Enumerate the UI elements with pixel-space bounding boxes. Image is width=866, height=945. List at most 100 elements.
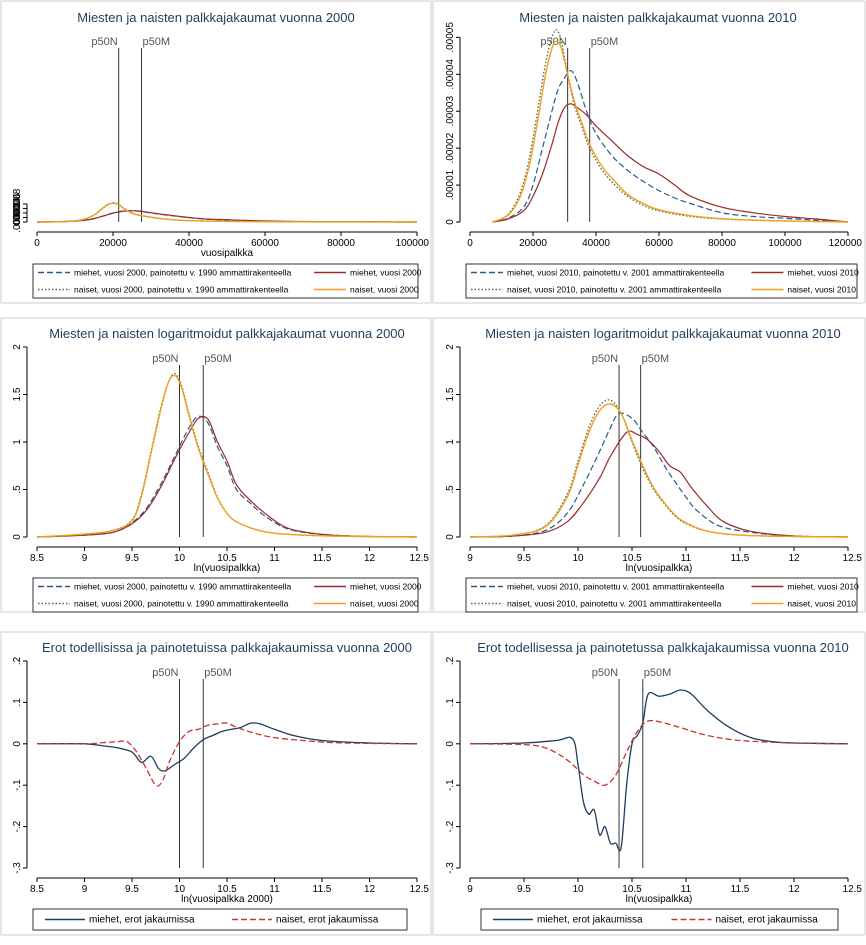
x-tick-label: 12 [364, 553, 376, 564]
x-tick-label: 60000 [645, 238, 673, 249]
legend-box [465, 263, 858, 299]
x-tick-label: 11 [681, 884, 692, 895]
legend-box [32, 908, 408, 931]
legend-label: miehet, vuosi 2010, painotettu v. 2001 a… [507, 582, 724, 592]
x-tick-label: 11 [681, 553, 692, 564]
legend-label: naiset, vuosi 2000, painotettu v. 1990 a… [74, 285, 289, 295]
x-tick-label: 9 [82, 884, 88, 895]
x-tick-label: 10 [174, 553, 186, 564]
median-label-p50N: p50N [592, 667, 618, 679]
panel-frame [432, 0, 866, 304]
chart-panel-1: Miesten ja naisten palkkajakaumat vuonna… [0, 0, 432, 304]
x-tick-label: 11.5 [313, 553, 332, 564]
y-tick-label: .00004 [12, 197, 23, 228]
median-label-p50N: p50N [91, 36, 117, 48]
x-tick-label: 9 [467, 553, 473, 564]
x-tick-label: 11.5 [731, 553, 750, 564]
y-tick-label: 1.5 [445, 387, 456, 401]
y-tick-label: 1 [12, 439, 23, 445]
panel-frame [0, 317, 432, 613]
x-tick-label: 12.5 [410, 884, 430, 895]
y-tick-label: 0 [12, 534, 23, 540]
x-axis-label: ln(vuosipalkka) [626, 894, 693, 905]
legend-label: miehet, vuosi 2000, painotettu v. 1990 a… [74, 582, 291, 592]
x-tick-label: 10.5 [622, 553, 642, 564]
legend-label: naiset, erot jakaumissa [716, 915, 819, 926]
median-label-p50N: p50N [592, 353, 618, 365]
legend-label: miehet, vuosi 2010 [787, 582, 859, 592]
y-tick-label: .1 [445, 698, 456, 707]
panel-frame [0, 0, 432, 304]
legend-label: miehet, vuosi 2010 [787, 268, 859, 278]
x-tick-label: 10.5 [622, 884, 642, 895]
legend-label: naiset, vuosi 2000 [350, 599, 419, 609]
x-tick-label: 120000 [829, 238, 863, 249]
x-tick-label: 9.5 [125, 884, 139, 895]
y-tick-label: 0 [445, 219, 456, 225]
chart-title: Miesten ja naisten palkkajakaumat vuonna… [519, 10, 797, 25]
legend-label: naiset, vuosi 2000 [350, 285, 419, 295]
x-tick-label: 9 [82, 553, 88, 564]
panel-frame [0, 631, 432, 936]
chart-title: Miesten ja naisten logaritmoidut palkkaj… [485, 326, 841, 341]
legend-label: naiset, erot jakaumissa [276, 915, 379, 926]
legend-label: miehet, erot jakaumissa [537, 915, 643, 926]
x-tick-label: 20000 [519, 238, 547, 249]
y-tick-label: -.1 [445, 779, 456, 791]
legend-label: miehet, vuosi 2000 [350, 268, 422, 278]
x-tick-label: 10.5 [217, 553, 237, 564]
y-tick-label: .00002 [12, 202, 23, 233]
y-tick-label: .00003 [445, 96, 456, 127]
y-tick-label: 0 [12, 741, 23, 747]
panel-frame [432, 317, 866, 613]
series-line-1 [491, 69, 849, 223]
y-tick-label: .00006 [12, 193, 23, 224]
y-tick-label: 2 [12, 344, 23, 350]
median-label-p50N: p50N [152, 353, 178, 365]
x-tick-label: 10.5 [217, 884, 237, 895]
x-tick-label: 100000 [768, 238, 802, 249]
x-tick-label: 11.5 [313, 884, 332, 895]
y-tick-label: -.1 [12, 779, 23, 791]
y-tick-label: .00008 [12, 188, 23, 219]
x-tick-label: 10 [572, 884, 584, 895]
legend: miehet, erot jakaumissa naiset, erot jaka… [480, 908, 839, 931]
y-tick-label: .2 [12, 656, 23, 665]
series-line-2 [469, 430, 849, 538]
y-tick-label: 0 [445, 741, 456, 747]
x-tick-label: 12 [788, 884, 800, 895]
y-tick-label: .5 [445, 485, 456, 494]
median-label-p50M: p50M [143, 36, 171, 48]
median-label-p50M: p50M [204, 353, 232, 365]
x-tick-label: 10 [174, 884, 186, 895]
x-tick-label: 40000 [582, 238, 610, 249]
legend-label: miehet, erot jakaumissa [89, 915, 195, 926]
y-tick-label: .5 [12, 485, 23, 494]
x-axis-label: ln(vuosipalkka) [626, 563, 693, 574]
x-tick-label: 20000 [99, 238, 127, 249]
chart-panel-6: Erot todellisessa ja painotetussa palkka… [432, 631, 866, 936]
x-tick-label: 9.5 [517, 884, 531, 895]
chart-title: Erot todellisessa ja painotetussa palkka… [477, 640, 848, 655]
legend-box [465, 577, 858, 613]
x-tick-label: 12.5 [843, 884, 863, 895]
y-tick-label: .00005 [445, 22, 456, 53]
x-tick-label: 10 [572, 553, 584, 564]
y-tick-label: .2 [445, 656, 456, 665]
legend: miehet, erot jakaumissa naiset, erot jaka… [32, 908, 408, 931]
median-label-p50M: p50M [591, 36, 619, 48]
chart-panel-2: Miesten ja naisten palkkajakaumat vuonna… [432, 0, 866, 304]
legend-label: naiset, vuosi 2010, painotettu v. 2001 a… [507, 285, 722, 295]
median-label-p50M: p50M [204, 667, 232, 679]
x-tick-label: 12 [788, 553, 800, 564]
y-tick-label: -.3 [445, 862, 456, 874]
x-axis-label: ln(vuosipalkka) [194, 563, 261, 574]
legend: miehet, vuosi 2000, painotettu v. 1990 a… [32, 577, 422, 613]
y-tick-label: -.2 [12, 820, 23, 832]
series-line-1 [36, 722, 418, 772]
x-tick-label: 9.5 [125, 553, 139, 564]
legend-label: naiset, vuosi 2010 [787, 285, 856, 295]
y-tick-label: .00002 [445, 132, 456, 163]
series-line-2 [36, 415, 418, 538]
